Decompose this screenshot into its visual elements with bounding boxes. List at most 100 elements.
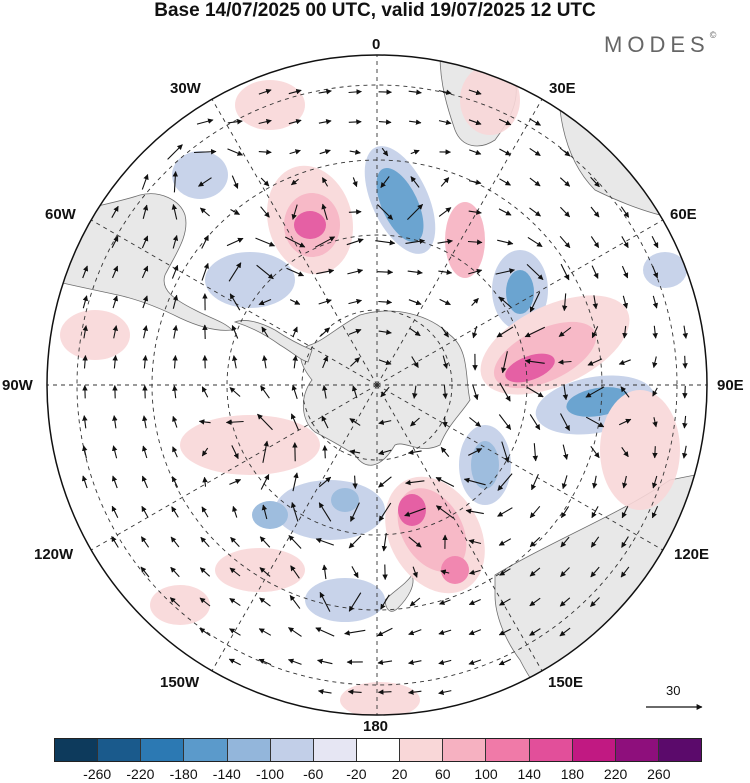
wind-arrow bbox=[622, 475, 628, 489]
wind-arrow bbox=[111, 265, 119, 279]
brand-name: MODES bbox=[604, 32, 710, 57]
colorbar-swatch bbox=[356, 739, 401, 761]
wind-arrow bbox=[111, 505, 119, 519]
wind-arrow bbox=[560, 567, 570, 577]
wind-arrow bbox=[378, 119, 392, 125]
wind-arrow bbox=[377, 689, 392, 695]
wind-arrow bbox=[141, 235, 149, 249]
wind-arrow bbox=[112, 295, 119, 309]
colorbar-swatch bbox=[313, 739, 357, 761]
wind-arrow bbox=[172, 446, 178, 458]
colorbar-swatch bbox=[98, 739, 142, 761]
wind-arrow bbox=[315, 627, 335, 637]
wind-arrow bbox=[498, 538, 512, 546]
wind-arrow bbox=[495, 268, 515, 275]
wind-arrow bbox=[560, 506, 570, 519]
wind-arrow bbox=[560, 413, 570, 431]
wind-arrow bbox=[288, 118, 302, 125]
wind-arrow bbox=[256, 264, 274, 280]
wind-arrow bbox=[410, 176, 420, 188]
wind-arrow bbox=[435, 505, 454, 519]
wind-arrow bbox=[438, 269, 453, 275]
wind-arrow bbox=[82, 295, 89, 309]
wind-arrow bbox=[562, 444, 569, 460]
wind-arrow bbox=[561, 475, 568, 490]
wind-arrow bbox=[198, 419, 211, 425]
anomaly-positive-core bbox=[294, 211, 326, 239]
wind-arrow bbox=[111, 475, 118, 489]
wind-arrow bbox=[562, 384, 569, 401]
wind-arrow bbox=[468, 89, 482, 96]
wind-arrow bbox=[82, 415, 88, 429]
colorbar-swatch bbox=[184, 739, 228, 761]
wind-arrow bbox=[497, 473, 513, 491]
wind-arrow bbox=[408, 629, 422, 636]
wind-arrow bbox=[259, 567, 271, 577]
meridian-line bbox=[376, 219, 664, 386]
wind-arrow bbox=[524, 358, 545, 365]
wind-arrow bbox=[408, 689, 422, 695]
wind-arrow bbox=[499, 382, 511, 402]
wind-arrow bbox=[591, 265, 599, 279]
wind-arrow bbox=[497, 239, 514, 246]
wind-arrow bbox=[438, 89, 452, 95]
wind-arrow bbox=[111, 235, 119, 248]
wind-arrow bbox=[682, 445, 688, 459]
wind-arrow bbox=[463, 477, 486, 486]
south-america-land bbox=[49, 193, 233, 331]
wind-arrow bbox=[620, 386, 630, 398]
wind-arrow bbox=[438, 119, 452, 125]
wind-arrow bbox=[440, 446, 450, 457]
wind-arrow bbox=[348, 535, 362, 549]
lon-label-60e: 60E bbox=[670, 206, 697, 223]
wind-arrow bbox=[318, 119, 332, 125]
wind-arrow bbox=[199, 207, 210, 217]
wind-arrow bbox=[526, 264, 544, 280]
wind-arrow bbox=[590, 445, 600, 459]
wind-arrow bbox=[529, 628, 541, 636]
wind-arrow bbox=[438, 207, 452, 217]
wind-arrow bbox=[378, 359, 392, 366]
wind-arrow bbox=[292, 472, 299, 492]
wind-arrow bbox=[318, 502, 332, 522]
wind-arrow bbox=[82, 445, 88, 459]
lon-label-30w: 30W bbox=[170, 80, 201, 97]
wind-arrow bbox=[591, 506, 599, 519]
wind-arrow bbox=[438, 599, 451, 605]
anomaly-positive-area bbox=[60, 310, 130, 360]
meridian-line bbox=[376, 98, 543, 386]
wind-arrow bbox=[229, 597, 241, 607]
wind-arrow bbox=[82, 355, 88, 369]
wind-arrow bbox=[112, 355, 118, 369]
wind-arrow bbox=[412, 566, 418, 578]
wind-arrow bbox=[200, 536, 210, 548]
anomaly-field bbox=[60, 65, 687, 715]
wind-arrow bbox=[378, 299, 393, 305]
wind-arrow bbox=[409, 597, 421, 607]
wind-arrow bbox=[408, 659, 422, 666]
wind-arrow bbox=[652, 446, 658, 459]
colorbar-tick-label: -260 bbox=[83, 766, 112, 782]
wind-arrow bbox=[468, 569, 481, 575]
wind-arrow bbox=[380, 594, 390, 610]
wind-arrow bbox=[112, 325, 118, 339]
wind-arrow bbox=[559, 597, 571, 607]
wind-arrow bbox=[346, 238, 364, 246]
wind-arrow bbox=[378, 419, 392, 425]
wind-arrow bbox=[587, 358, 603, 366]
wind-arrow bbox=[81, 475, 88, 489]
wind-arrow bbox=[378, 449, 392, 456]
wind-arrow bbox=[405, 238, 426, 245]
wind-arrow bbox=[317, 689, 332, 695]
wind-arrow bbox=[407, 269, 423, 276]
wind-arrow bbox=[405, 479, 425, 486]
colorbar-tick-label: -100 bbox=[255, 766, 285, 782]
wind-arrow bbox=[287, 658, 302, 665]
wind-arrow bbox=[682, 355, 688, 369]
anomaly-negative-core bbox=[331, 488, 359, 512]
lon-label-180: 180 bbox=[363, 718, 389, 735]
wind-arrow bbox=[590, 536, 600, 548]
wind-arrow bbox=[561, 293, 568, 312]
wind-arrow bbox=[438, 689, 452, 696]
lon-label-120w: 120W bbox=[34, 546, 74, 563]
